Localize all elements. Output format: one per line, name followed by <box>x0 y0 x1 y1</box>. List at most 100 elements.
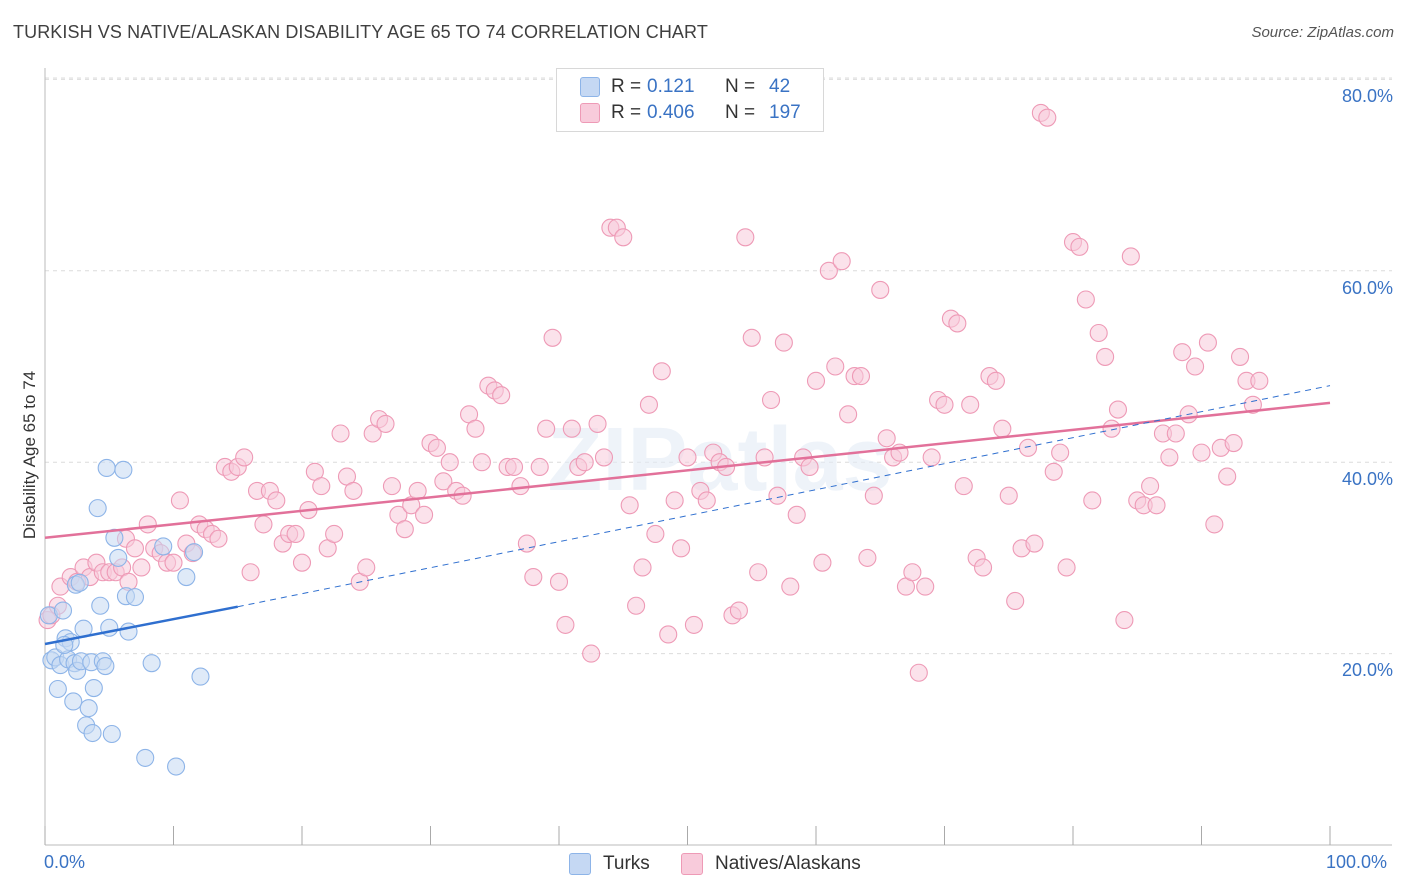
turks-points <box>39 458 210 776</box>
bottom-swatch-turks <box>569 853 591 875</box>
natives-point <box>774 333 793 352</box>
natives-point <box>1121 247 1140 266</box>
natives-point <box>1147 496 1166 515</box>
y-tick-label-20: 20.0% <box>1341 660 1393 680</box>
natives-point <box>164 553 183 572</box>
natives-point <box>646 524 665 544</box>
natives-point <box>781 577 800 596</box>
natives-point <box>1108 400 1128 419</box>
y-tick-label-40: 40.0% <box>1341 469 1393 489</box>
natives-point <box>344 481 363 500</box>
turks-point <box>96 656 115 676</box>
legend-n-label: N = <box>725 102 756 123</box>
turks-point <box>185 543 204 562</box>
legend-n-value: 197 <box>769 102 801 123</box>
bottom-legend-turks: Turks <box>569 852 650 876</box>
natives-point <box>614 228 633 247</box>
legend-swatch-turks <box>580 77 600 97</box>
natives-point <box>684 615 703 634</box>
natives-point <box>132 558 151 577</box>
axes <box>44 68 1392 846</box>
natives-point <box>1070 237 1089 256</box>
legend-n-label: N = <box>725 76 756 97</box>
natives-point <box>562 419 581 438</box>
natives-point <box>659 625 678 644</box>
natives-point <box>504 457 524 477</box>
natives-point <box>325 524 344 544</box>
turks-point <box>177 567 196 587</box>
natives-point <box>440 453 459 472</box>
natives-point <box>806 371 826 390</box>
bottom-legend-label: Turks <box>603 853 650 874</box>
natives-point <box>472 453 491 472</box>
natives-point <box>267 491 286 510</box>
chart-title: TURKISH VS NATIVE/ALASKAN DISABILITY AGE… <box>13 22 708 42</box>
natives-point <box>761 390 781 410</box>
natives-point <box>871 280 890 299</box>
natives-point <box>543 328 562 347</box>
natives-point <box>292 553 312 572</box>
natives-point <box>537 419 556 438</box>
natives-point <box>858 548 877 567</box>
natives-point <box>973 558 993 577</box>
natives-point <box>935 395 954 414</box>
natives-point <box>678 448 697 467</box>
natives-point <box>839 405 858 424</box>
natives-point <box>1089 323 1108 343</box>
y-tick-label-60: 60.0% <box>1341 278 1393 298</box>
turks-point <box>79 699 98 718</box>
turks-point <box>83 723 102 743</box>
natives-point <box>627 596 646 615</box>
legend-r-value: 0.406 <box>647 102 695 123</box>
natives-point <box>241 563 260 582</box>
natives-point <box>1243 395 1262 414</box>
turks-point <box>91 596 110 615</box>
natives-point <box>1083 491 1102 510</box>
turks-point <box>102 724 121 744</box>
natives-point <box>1096 347 1115 366</box>
natives-point <box>138 515 157 534</box>
turks-point <box>48 679 67 699</box>
stats-legend: R = 0.121 N = 42 R = 0.406 N = 197 <box>556 68 824 132</box>
trend-lines <box>44 385 1331 646</box>
turks-point <box>109 548 128 567</box>
natives-point <box>916 577 935 596</box>
natives-point <box>986 371 1005 390</box>
natives-point <box>749 563 768 582</box>
natives-point <box>395 520 414 539</box>
natives-point <box>864 486 883 505</box>
natives-point <box>427 438 446 457</box>
natives-point <box>768 486 787 505</box>
natives-point <box>633 558 652 577</box>
natives-point <box>993 419 1012 438</box>
natives-point <box>1051 443 1070 462</box>
natives-point <box>492 386 511 405</box>
natives-point <box>209 529 228 548</box>
natives-point <box>697 491 716 510</box>
natives-point <box>877 429 896 448</box>
turks-point <box>154 537 173 556</box>
turks-point <box>167 757 186 776</box>
natives-point <box>1192 443 1211 462</box>
turks-point <box>114 460 133 479</box>
natives-point <box>312 477 331 496</box>
y-tick-label-80: 80.0% <box>1341 86 1393 106</box>
natives-point <box>954 477 973 496</box>
natives-point <box>826 357 845 376</box>
natives-point <box>1038 108 1057 127</box>
natives-point <box>530 457 549 477</box>
natives-point <box>1141 477 1160 496</box>
natives-point <box>1115 611 1134 630</box>
natives-point <box>1231 347 1250 366</box>
natives-point <box>652 362 671 381</box>
natives-point <box>909 663 928 682</box>
turks-point <box>125 588 144 607</box>
source-label: Source: ZipAtlas.com <box>1251 24 1394 41</box>
natives-point <box>639 395 659 414</box>
legend-r-value: 0.121 <box>647 76 695 97</box>
bottom-legend-natives: Natives/Alaskans <box>681 852 861 876</box>
legend-r-label: R = <box>611 76 642 97</box>
natives-point <box>1186 357 1205 376</box>
natives-point <box>1076 290 1095 309</box>
